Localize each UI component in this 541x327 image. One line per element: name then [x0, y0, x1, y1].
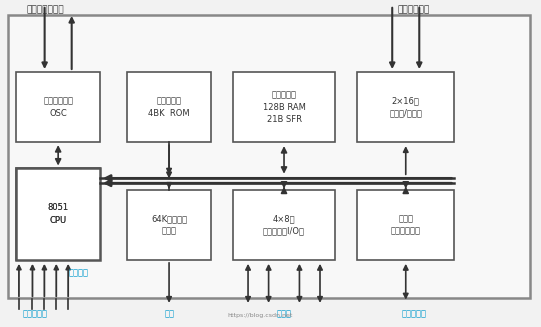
Bar — [16, 168, 100, 260]
Text: 控制: 控制 — [164, 310, 174, 319]
Text: 内中断源: 内中断源 — [69, 268, 88, 278]
Text: 可编程
全双工串行口: 可编程 全双工串行口 — [391, 214, 421, 235]
Text: 4×8位
可编程并行I/O口: 4×8位 可编程并行I/O口 — [263, 214, 305, 235]
Bar — [233, 72, 335, 142]
Bar — [8, 15, 530, 298]
Bar — [233, 190, 335, 260]
Text: 外时钟源或晶振: 外时钟源或晶振 — [26, 5, 64, 14]
Text: 串行通信口: 串行通信口 — [401, 310, 426, 319]
Text: 64K总线扩展
控制器: 64K总线扩展 控制器 — [151, 214, 187, 235]
Text: 8051
CPU: 8051 CPU — [48, 203, 69, 225]
Text: 外部中断源: 外部中断源 — [23, 310, 48, 319]
Bar — [16, 72, 100, 142]
Text: 振荡器和时序
OSC: 振荡器和时序 OSC — [43, 96, 73, 118]
Bar — [127, 190, 211, 260]
Bar — [16, 168, 100, 260]
Text: 外部事件计数: 外部事件计数 — [398, 5, 430, 14]
Bar — [127, 72, 211, 142]
Text: 并行口: 并行口 — [276, 310, 292, 319]
Text: 数据存储器
128B RAM
21B SFR: 数据存储器 128B RAM 21B SFR — [262, 90, 306, 124]
Text: 8051
CPU: 8051 CPU — [48, 203, 69, 225]
Text: https://blog.csdn.net: https://blog.csdn.net — [227, 313, 292, 318]
Bar — [357, 72, 454, 142]
Text: 2×16位
定时器/计数器: 2×16位 定时器/计数器 — [390, 96, 422, 118]
Bar — [357, 190, 454, 260]
Text: 程序存储器
4BK  ROM: 程序存储器 4BK ROM — [148, 96, 190, 118]
